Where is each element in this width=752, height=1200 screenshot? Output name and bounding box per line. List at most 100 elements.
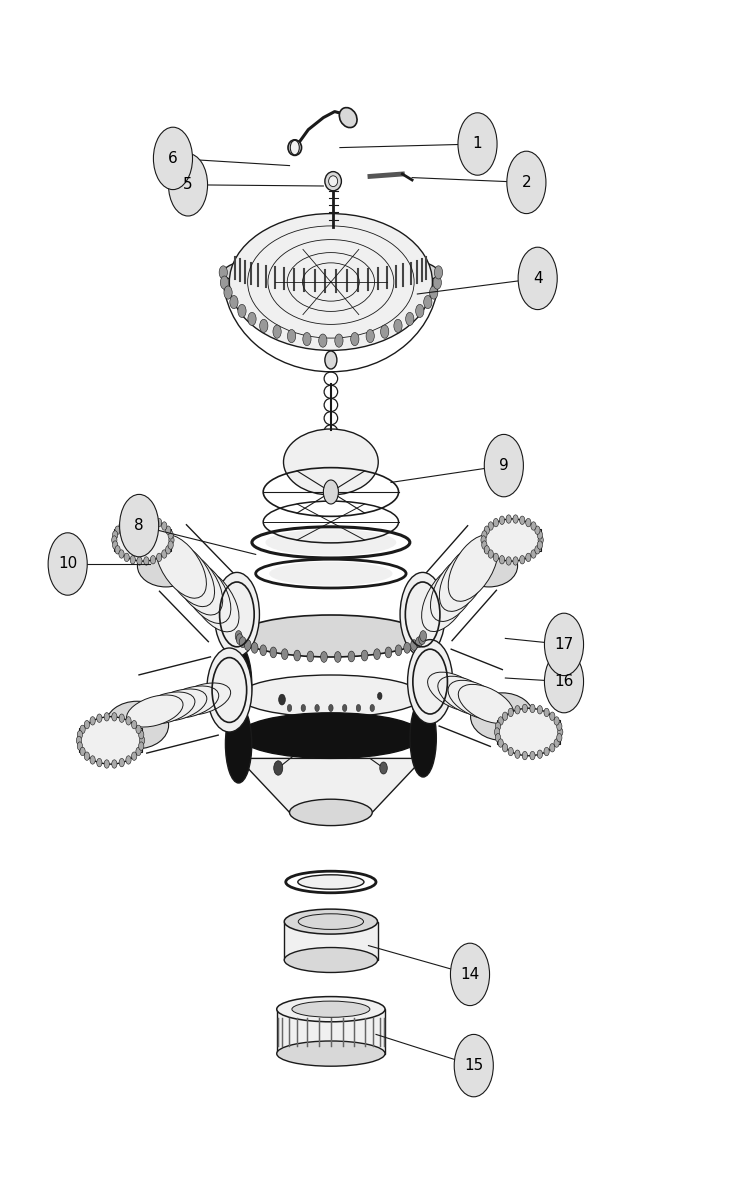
Circle shape <box>484 526 490 534</box>
Ellipse shape <box>138 692 195 724</box>
Circle shape <box>136 748 141 756</box>
Circle shape <box>385 647 392 658</box>
Text: 4: 4 <box>533 271 542 286</box>
Circle shape <box>484 434 523 497</box>
Ellipse shape <box>214 572 259 656</box>
Ellipse shape <box>325 350 337 370</box>
Circle shape <box>502 712 508 720</box>
Circle shape <box>496 722 501 731</box>
Circle shape <box>124 553 129 562</box>
Text: 8: 8 <box>135 518 144 533</box>
Circle shape <box>526 518 531 527</box>
Ellipse shape <box>339 108 357 127</box>
Circle shape <box>498 739 503 748</box>
Circle shape <box>124 518 129 527</box>
Circle shape <box>502 744 508 752</box>
Ellipse shape <box>448 680 504 719</box>
Circle shape <box>144 557 149 565</box>
Circle shape <box>515 706 520 714</box>
Circle shape <box>273 325 281 338</box>
Text: 6: 6 <box>168 151 177 166</box>
Ellipse shape <box>223 252 438 293</box>
Polygon shape <box>114 529 171 551</box>
Circle shape <box>520 516 525 524</box>
Circle shape <box>335 334 343 347</box>
Circle shape <box>429 286 438 299</box>
Circle shape <box>130 516 135 524</box>
Ellipse shape <box>172 551 223 616</box>
Circle shape <box>508 708 514 716</box>
Circle shape <box>530 704 535 713</box>
Ellipse shape <box>156 534 206 599</box>
Circle shape <box>48 533 87 595</box>
Circle shape <box>374 649 381 660</box>
Ellipse shape <box>325 172 341 191</box>
Circle shape <box>244 640 251 650</box>
Circle shape <box>84 720 89 728</box>
Circle shape <box>138 731 144 739</box>
Circle shape <box>531 522 536 530</box>
Ellipse shape <box>265 529 396 556</box>
Circle shape <box>115 546 120 554</box>
Circle shape <box>144 515 149 523</box>
Ellipse shape <box>458 684 514 724</box>
Circle shape <box>513 515 518 523</box>
Circle shape <box>416 637 423 648</box>
Circle shape <box>219 265 227 278</box>
Circle shape <box>499 556 505 564</box>
Circle shape <box>113 541 118 550</box>
Ellipse shape <box>408 640 453 724</box>
Ellipse shape <box>299 914 363 929</box>
Ellipse shape <box>162 686 219 718</box>
Circle shape <box>137 557 142 565</box>
Circle shape <box>482 541 487 550</box>
Circle shape <box>162 550 167 558</box>
Circle shape <box>236 634 243 644</box>
Ellipse shape <box>438 677 493 715</box>
Text: 2: 2 <box>522 175 531 190</box>
Circle shape <box>156 553 162 562</box>
Polygon shape <box>79 728 142 752</box>
Ellipse shape <box>400 572 445 656</box>
Ellipse shape <box>329 175 338 186</box>
Circle shape <box>554 716 559 725</box>
Circle shape <box>350 332 359 346</box>
Ellipse shape <box>448 535 498 601</box>
Circle shape <box>416 305 424 318</box>
Circle shape <box>526 553 531 562</box>
Circle shape <box>506 515 511 523</box>
Ellipse shape <box>284 910 378 934</box>
Text: 17: 17 <box>554 637 574 652</box>
Circle shape <box>104 713 109 721</box>
Text: 16: 16 <box>554 674 574 689</box>
Circle shape <box>342 704 347 712</box>
Ellipse shape <box>422 565 472 631</box>
Circle shape <box>544 650 584 713</box>
Circle shape <box>356 704 361 712</box>
Circle shape <box>136 725 141 733</box>
Circle shape <box>77 731 83 739</box>
Circle shape <box>138 742 144 750</box>
Circle shape <box>493 553 499 562</box>
Ellipse shape <box>410 698 436 778</box>
Circle shape <box>77 742 83 750</box>
Circle shape <box>556 722 562 731</box>
Circle shape <box>450 943 490 1006</box>
Ellipse shape <box>471 692 534 740</box>
Circle shape <box>168 154 208 216</box>
Circle shape <box>126 756 131 764</box>
Circle shape <box>423 295 432 308</box>
Ellipse shape <box>497 708 560 756</box>
Ellipse shape <box>238 614 423 658</box>
Ellipse shape <box>138 545 195 587</box>
Circle shape <box>80 748 85 756</box>
Circle shape <box>530 751 535 760</box>
Circle shape <box>380 762 387 774</box>
Circle shape <box>496 733 501 742</box>
Ellipse shape <box>229 214 432 350</box>
Circle shape <box>113 530 118 539</box>
Circle shape <box>270 647 277 658</box>
Circle shape <box>378 692 382 700</box>
Circle shape <box>119 522 124 530</box>
Circle shape <box>488 522 493 530</box>
